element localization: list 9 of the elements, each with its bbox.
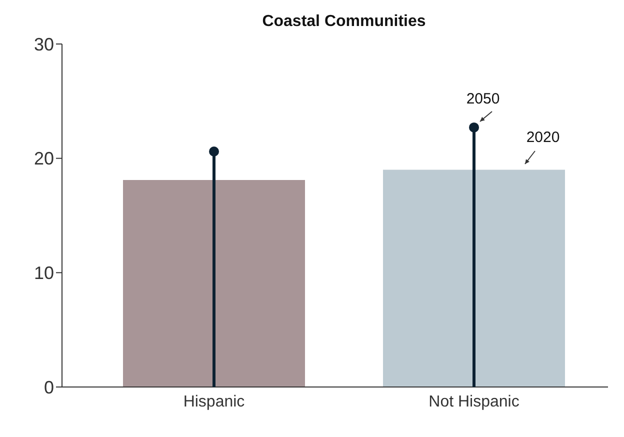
chart-title: Coastal Communities — [262, 13, 426, 30]
y-tick-label: 0 — [44, 377, 54, 398]
x-tick-label: Hispanic — [183, 393, 245, 410]
y-tick-label: 20 — [34, 148, 54, 169]
annotation: 2020 — [526, 129, 560, 146]
annotation: 2050 — [466, 90, 500, 108]
y-tick-label: 10 — [34, 263, 54, 284]
y-tick-label: 30 — [34, 34, 54, 54]
x-tick-label: Not Hispanic — [428, 393, 520, 410]
